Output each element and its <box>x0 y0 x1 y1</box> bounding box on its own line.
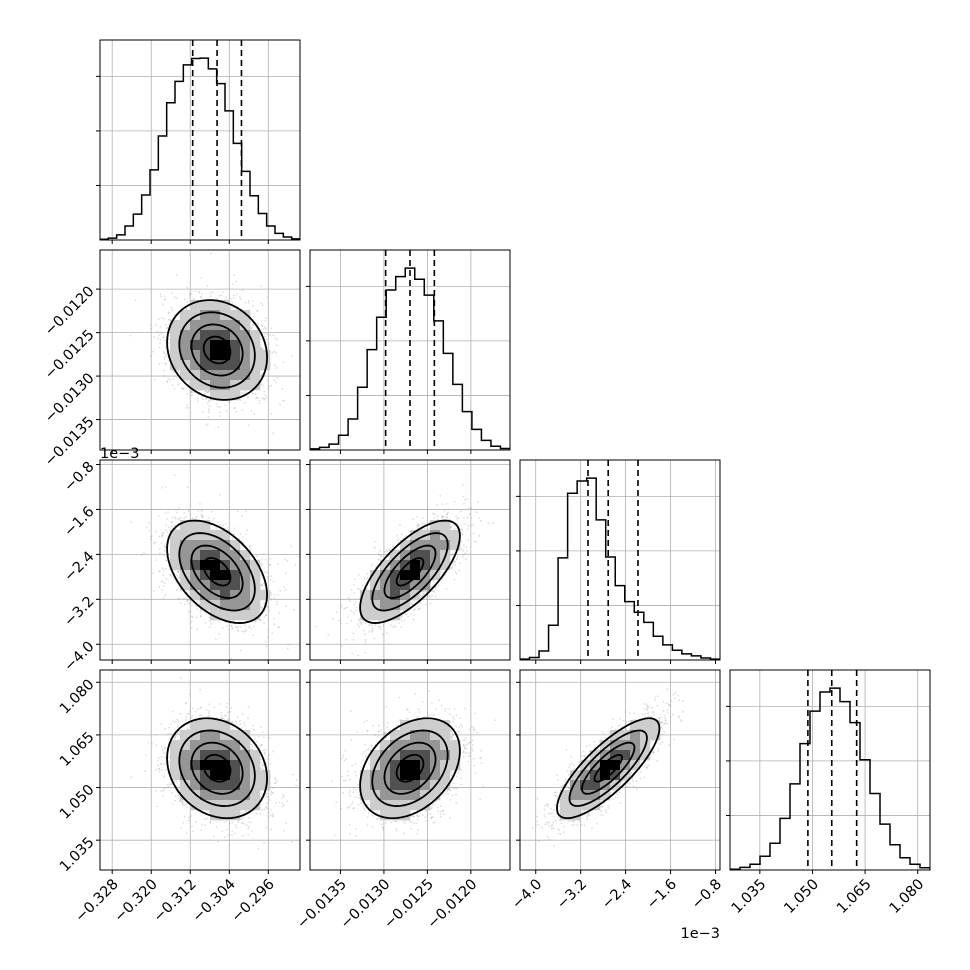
contour-1 <box>581 741 636 795</box>
panel-frame <box>309 459 511 661</box>
panel-3-2 <box>516 669 721 874</box>
contour-3 <box>556 717 661 820</box>
panel-1-1 <box>306 249 511 454</box>
panel-3-1 <box>306 669 511 874</box>
contour-2 <box>371 532 449 612</box>
histogram-1 <box>310 267 510 450</box>
panel-1-0 <box>96 249 301 454</box>
contour-1 <box>383 741 437 795</box>
x-tick-label: −2.4 <box>599 876 635 912</box>
histogram-3 <box>730 687 930 870</box>
contour-0 <box>202 753 232 783</box>
contour-3 <box>359 519 461 624</box>
y-offset-label: 1e−3 <box>100 446 140 462</box>
x-tick-label: −0.8 <box>689 876 725 912</box>
contour-1 <box>190 544 244 599</box>
contour-2 <box>178 532 256 612</box>
panel-0-0 <box>96 39 301 244</box>
contour-2 <box>568 729 648 807</box>
panel-2-0 <box>96 459 301 664</box>
x-tick-label: −0.296 <box>229 876 278 925</box>
panel-frame <box>99 459 301 661</box>
histogram-0 <box>100 57 300 240</box>
panel-frame <box>309 669 511 871</box>
contour-1 <box>190 323 244 377</box>
y-tick-label: 1.035 <box>57 835 98 876</box>
panel-3-3 <box>726 669 931 874</box>
contour-3 <box>166 299 268 401</box>
panel-frame <box>729 669 931 871</box>
contour-3 <box>166 519 268 624</box>
x-tick-label: −1.6 <box>644 876 680 912</box>
panel-frame <box>519 669 721 871</box>
panel-frame <box>99 249 301 451</box>
panel-3-0 <box>96 669 301 874</box>
contour-3 <box>166 717 268 820</box>
x-tick-label: −4.0 <box>509 876 545 912</box>
x-tick-label: 1.050 <box>781 876 822 917</box>
panel-frame <box>519 459 721 661</box>
y-tick-label: −2.4 <box>61 549 97 585</box>
contour-0 <box>395 753 425 783</box>
contour-2 <box>178 311 256 389</box>
panel-2-2 <box>516 459 721 664</box>
y-tick-label: −0.8 <box>61 459 97 495</box>
contour-0 <box>395 557 425 587</box>
density-grid <box>170 520 271 621</box>
contour-0 <box>202 335 232 365</box>
y-tick-label: −4.0 <box>61 639 97 675</box>
y-tick-label: 1.080 <box>57 677 98 718</box>
x-tick-label: 1.065 <box>834 876 875 917</box>
contour-1 <box>383 544 437 599</box>
contour-2 <box>371 729 449 807</box>
contour-0 <box>202 557 232 587</box>
y-tick-label: 1.050 <box>57 782 98 823</box>
panel-frame <box>99 39 301 241</box>
contour-3 <box>359 717 461 820</box>
histogram-2 <box>520 477 720 660</box>
x-tick-label: −3.2 <box>554 876 590 912</box>
panel-frame <box>99 669 301 871</box>
x-tick-label: 1.035 <box>729 876 770 917</box>
y-tick-label: −3.2 <box>61 594 97 630</box>
contour-2 <box>178 729 256 807</box>
y-tick-label: −1.6 <box>61 504 97 540</box>
y-tick-label: 1.065 <box>57 729 98 770</box>
x-tick-label: 1.080 <box>887 876 928 917</box>
contour-1 <box>190 741 244 795</box>
panel-frame <box>309 249 511 451</box>
panel-2-1 <box>306 459 511 664</box>
contour-0 <box>593 753 623 783</box>
x-offset-label: 1e−3 <box>680 926 720 942</box>
